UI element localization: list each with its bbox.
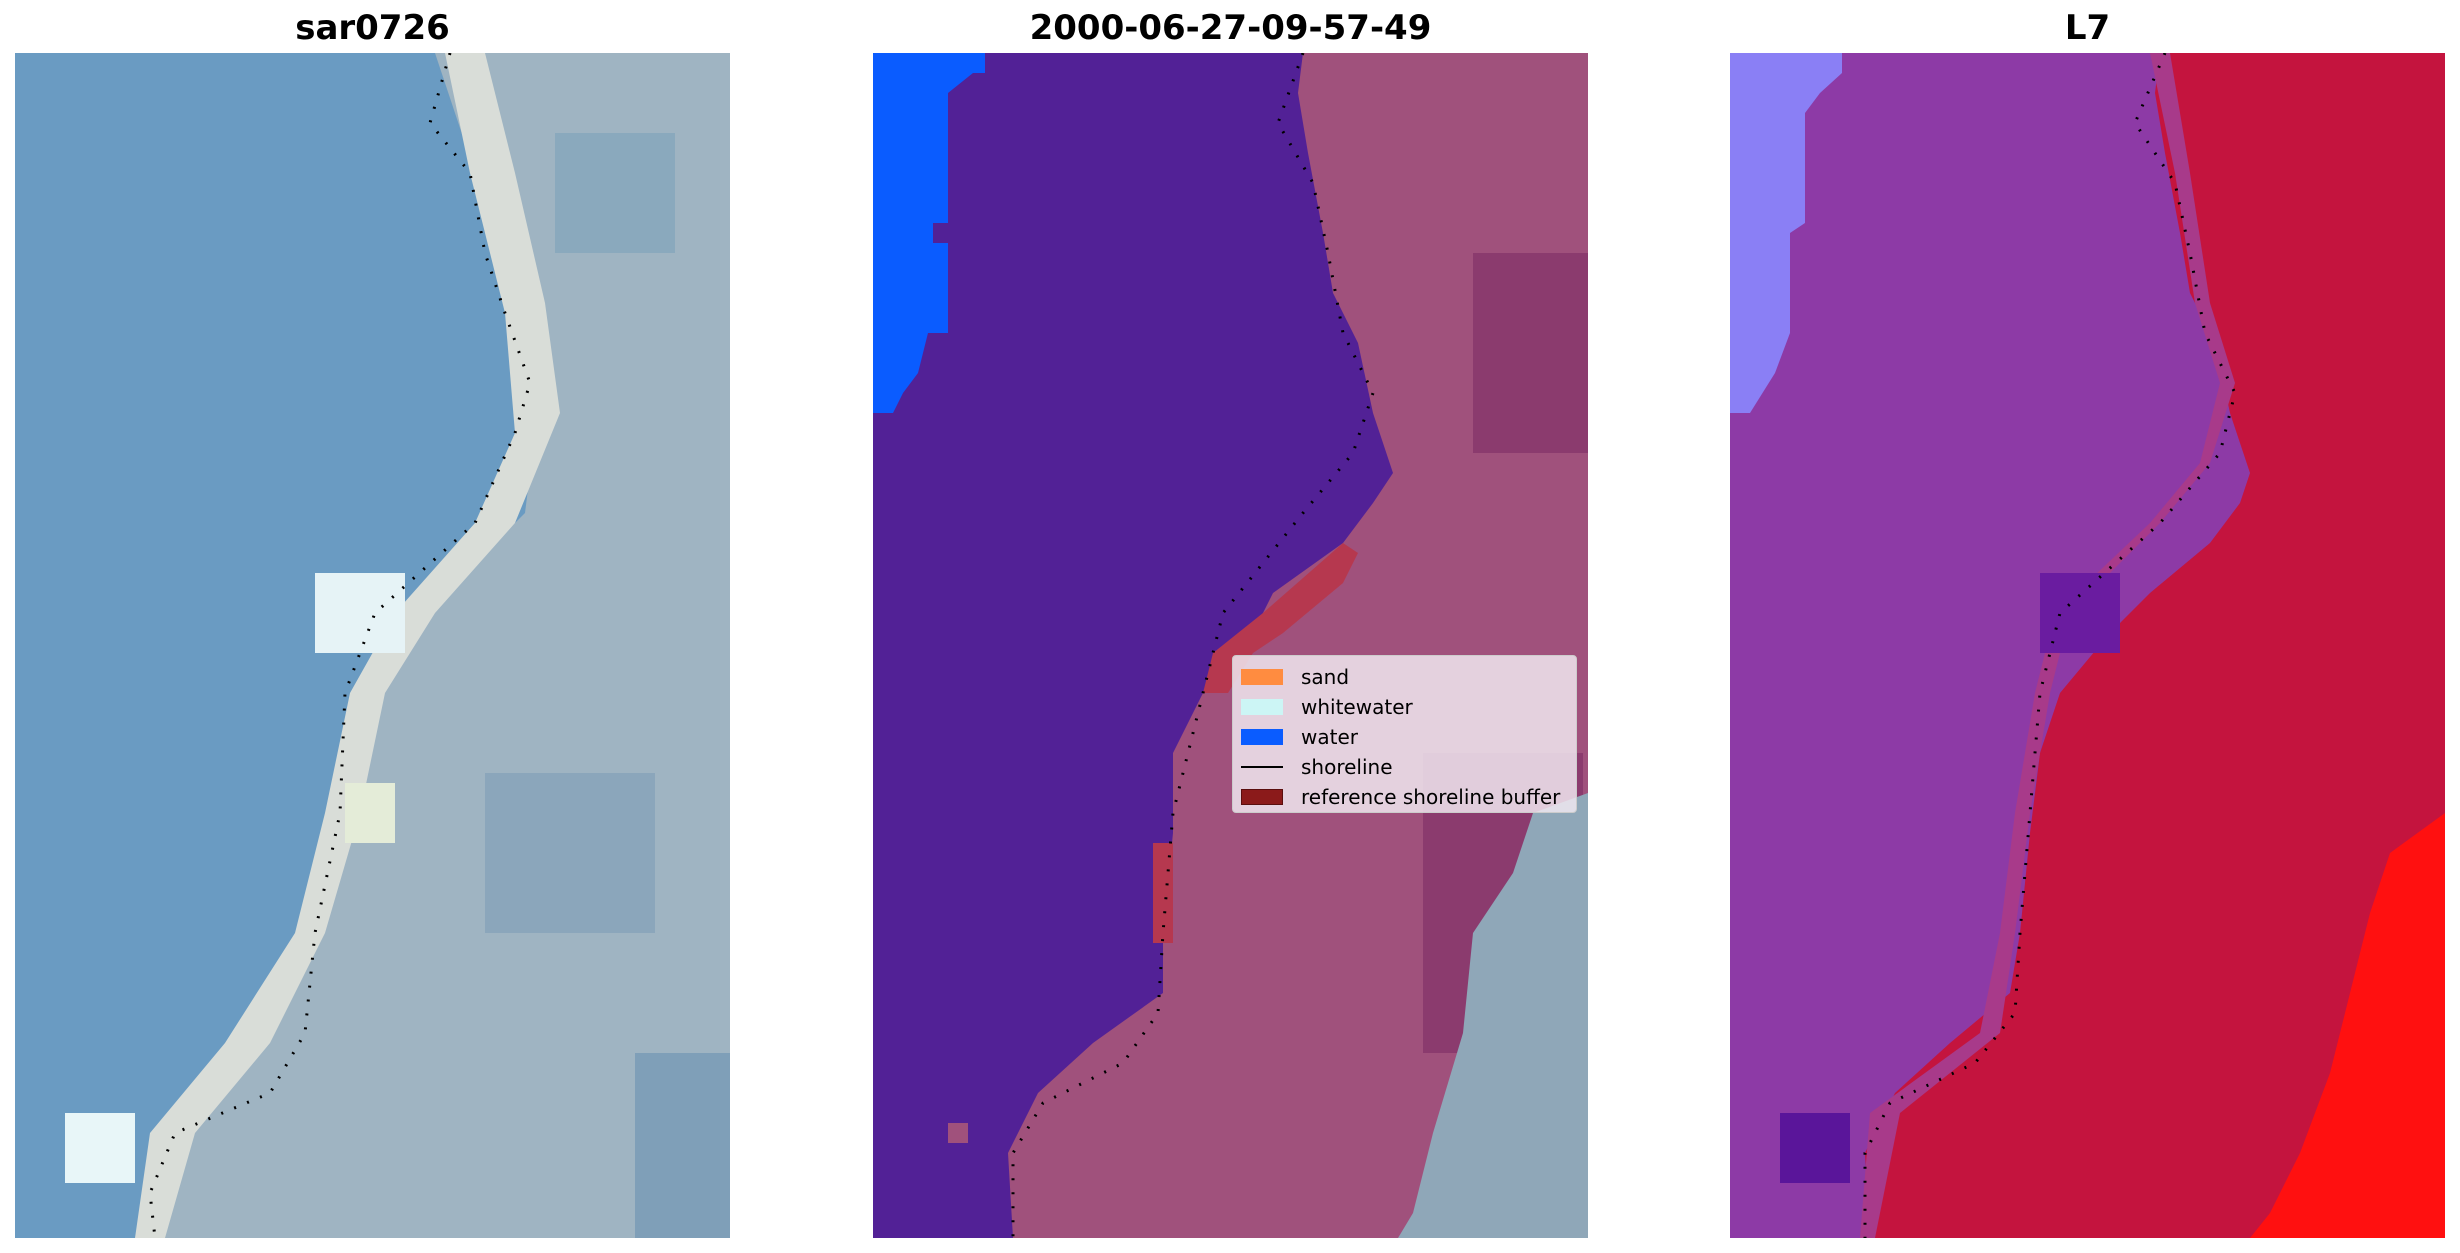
legend: sand whitewater water shoreline referenc… [1232,655,1577,813]
sand-swatch [1241,669,1283,685]
rgb-image [15,53,730,1238]
shoreline-swatch [1241,766,1283,768]
legend-item-whitewater: whitewater [1241,692,1568,722]
legend-item-buffer: reference shoreline buffer [1241,782,1568,812]
legend-label: sand [1301,665,1350,689]
legend-item-water: water [1241,722,1568,752]
whitewater-swatch [1241,699,1283,715]
legend-label: water [1301,725,1358,749]
panel-title-rgb: sar0726 [295,8,450,48]
rgb-image-panel [15,53,730,1238]
legend-label: shoreline [1301,755,1393,779]
index-image [1730,53,2445,1238]
legend-label: whitewater [1301,695,1413,719]
legend-label: reference shoreline buffer [1301,785,1561,809]
index-panel [1730,53,2445,1238]
classification-panel [873,53,1588,1238]
water-swatch [1241,729,1283,745]
buffer-swatch [1241,789,1283,805]
classification-image [873,53,1588,1238]
legend-item-sand: sand [1241,662,1568,692]
panel-title-classification: 2000-06-27-09-57-49 [1029,8,1432,48]
panel-title-index: L7 [2064,8,2111,48]
legend-item-shoreline: shoreline [1241,752,1568,782]
